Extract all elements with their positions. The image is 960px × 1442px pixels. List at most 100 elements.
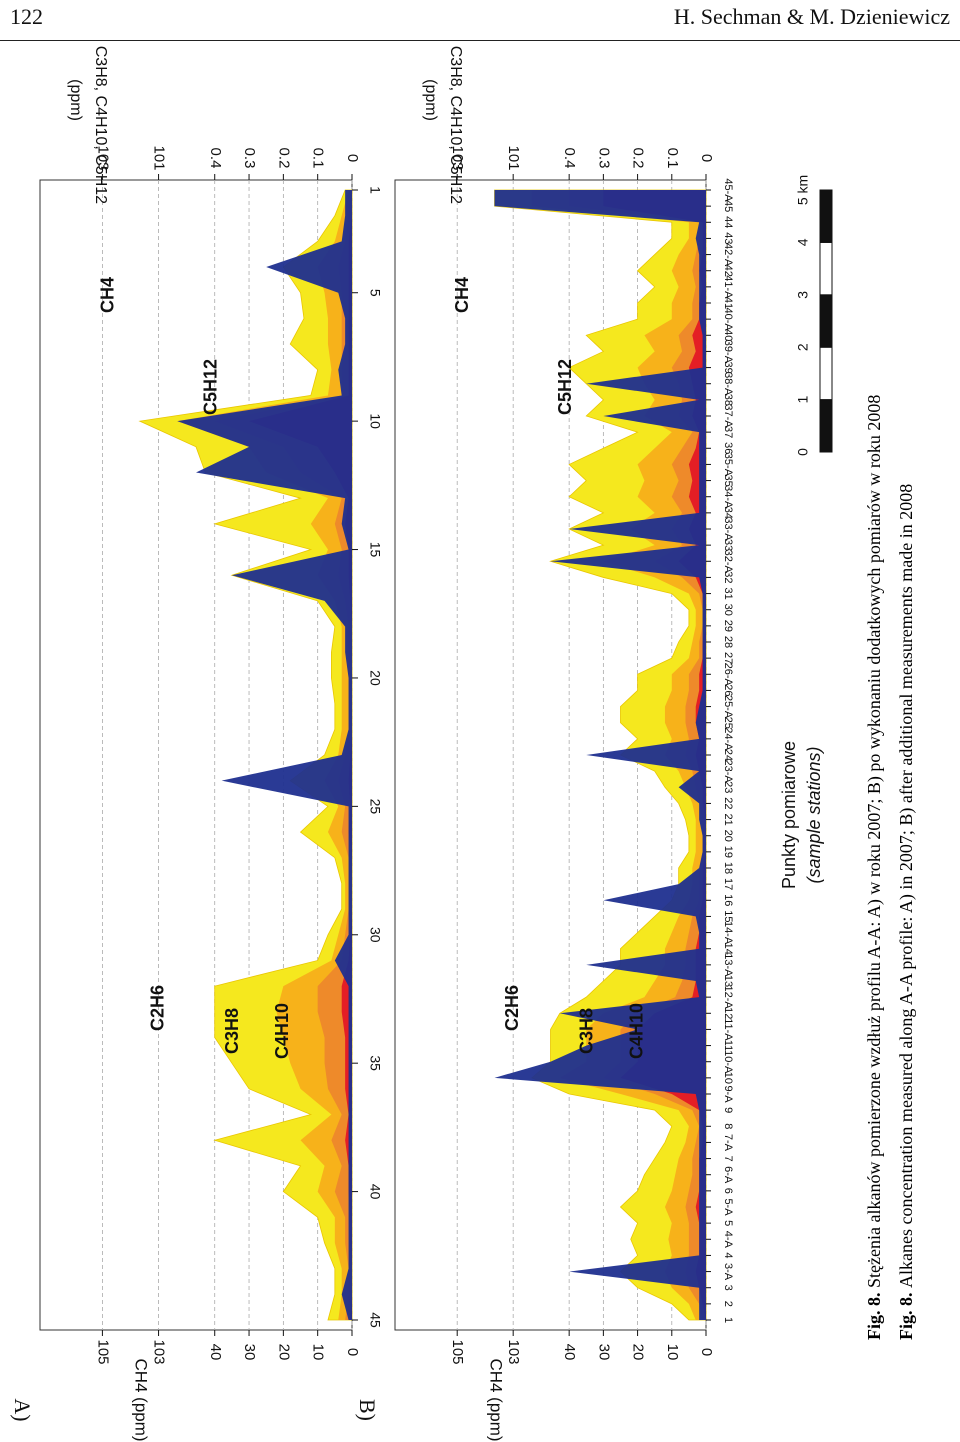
x-tick-label: 20 xyxy=(367,670,383,686)
scale-bar-label: 3 xyxy=(795,291,811,299)
x-tick-label: 45 xyxy=(722,200,734,212)
x-tick-label: 26 xyxy=(722,684,734,696)
x-tick-label: 42 xyxy=(722,265,734,277)
x-tick-label: 33-A xyxy=(722,517,734,541)
c-axis-tick-label: 0.3 xyxy=(241,148,258,169)
x-tick-label: 11 xyxy=(722,1040,734,1051)
x-tick-label: 26-A xyxy=(722,663,734,687)
x-tick-label: 20 xyxy=(722,830,734,842)
ch4-axis-tick-label: 103 xyxy=(505,1339,522,1364)
x-tick-label: 33 xyxy=(722,539,734,551)
ch4-axis-tick-label: 103 xyxy=(151,1339,168,1364)
series-label-ch4: CH4 xyxy=(97,277,117,313)
x-tick-label: 10 xyxy=(722,1072,734,1084)
caption-english-label: Fig. 8. xyxy=(896,1288,916,1340)
x-tick-label: 37-A xyxy=(722,404,734,428)
figure-canvas: 15101520253035404501020304010310500.10.2… xyxy=(10,40,917,1442)
x-tick-label: 12 xyxy=(722,1007,734,1019)
x-tick-label: 44 xyxy=(722,216,734,228)
x-axis-subtitle: (sample stations) xyxy=(804,746,824,883)
x-tick-label: 34-A xyxy=(722,485,734,509)
c-axis-tick-label: 0.4 xyxy=(207,148,224,169)
ch4-axis-title: CH4 (ppm) xyxy=(487,1358,506,1441)
x-tick-label: 7 xyxy=(722,1156,734,1162)
series-label-c4h10: C4H10 xyxy=(626,1003,646,1059)
x-tick-label: 16 xyxy=(722,894,734,906)
scale-bar-segment xyxy=(819,189,833,243)
ch4-axis-tick-label: 30 xyxy=(241,1344,258,1361)
ch4-axis-tick-label: 10 xyxy=(310,1344,327,1361)
x-tick-label: 9 xyxy=(722,1107,734,1113)
scale-bar-segment xyxy=(819,346,833,401)
series-label-c3h8: C3H8 xyxy=(222,1008,242,1054)
x-axis-title: Punkty pomiarowe xyxy=(779,741,799,889)
caption-english: Fig. 8. Alkanes concentration measured a… xyxy=(896,484,917,1340)
series-ch4-area xyxy=(494,190,706,1320)
x-tick-label: 24-A xyxy=(722,727,734,751)
x-tick-label: 45 xyxy=(367,1312,383,1328)
scale-bar-segment xyxy=(819,399,833,453)
x-tick-label: 25-A xyxy=(722,695,734,719)
x-tick-label: 15 xyxy=(722,910,734,922)
x-tick-label: 4-A xyxy=(722,1231,734,1249)
scale-bar-label: 5 km xyxy=(795,175,811,205)
x-tick-label: 3-A xyxy=(722,1263,734,1281)
ch4-axis-tick-label: 40 xyxy=(561,1344,578,1361)
ch4-axis-tick-label: 0 xyxy=(344,1348,361,1356)
series-label-c5h12: C5H12 xyxy=(200,359,220,415)
caption-polish-text: Stężenia alkanów pomierzone wzdłuż profi… xyxy=(864,395,885,1288)
x-tick-label: 31 xyxy=(722,587,734,599)
x-tick-label: 34 xyxy=(722,507,734,519)
scale-bar-segment xyxy=(819,241,833,296)
x-tick-label: 13-A xyxy=(722,953,734,977)
series-label-c2h6: C2H6 xyxy=(502,985,522,1031)
x-tick-label: 14-A xyxy=(722,921,734,945)
c-axis-tick-label: 0.2 xyxy=(630,148,647,169)
x-tick-label: 6-A xyxy=(722,1166,734,1184)
x-tick-label: 1 xyxy=(722,1317,734,1323)
x-tick-label: 35-A xyxy=(722,453,734,477)
x-tick-label: 17 xyxy=(722,878,734,890)
x-tick-label: 5-A xyxy=(722,1198,734,1216)
c-axis-title: C2H6, C3H8, C4H10, C5H12 xyxy=(92,40,109,204)
c-axis-tick-label: 101 xyxy=(151,145,168,170)
panel-label: B) xyxy=(355,1399,380,1421)
x-tick-label: 12-A xyxy=(722,986,734,1010)
x-tick-label: 32 xyxy=(722,571,734,583)
x-tick-label: 8 xyxy=(722,1123,734,1129)
c-axis-tick-label: 0.1 xyxy=(310,148,327,169)
x-tick-label: 22 xyxy=(722,797,734,809)
x-tick-label: 30 xyxy=(367,927,383,943)
chart-panel-a: 15101520253035404501020304010310500.10.2… xyxy=(10,40,383,1442)
c-axis-tick-label: 0.1 xyxy=(664,148,681,169)
ch4-axis-tick-label: 30 xyxy=(595,1344,612,1361)
series-label-c3h8: C3H8 xyxy=(577,1008,597,1054)
x-tick-label: 32-A xyxy=(722,550,734,574)
x-tick-label: 25 xyxy=(722,717,734,729)
x-tick-label: 15 xyxy=(367,542,383,558)
x-tick-label: 2 xyxy=(722,1301,734,1307)
ch4-axis-title: CH4 (ppm) xyxy=(132,1358,151,1441)
c-axis-unit: (ppm) xyxy=(67,79,84,121)
x-tick-label: 38 xyxy=(722,394,734,406)
x-tick-label: 6 xyxy=(722,1188,734,1194)
x-tick-label: 19 xyxy=(722,846,734,858)
c-axis-tick-label: 103 xyxy=(94,145,111,170)
c-axis-tick-label: 101 xyxy=(505,145,522,170)
ch4-axis-tick-label: 0 xyxy=(698,1348,715,1356)
ch4-axis-tick-label: 20 xyxy=(630,1344,647,1361)
c-axis-tick-label: 0.2 xyxy=(275,148,292,169)
ch4-axis-tick-label: 40 xyxy=(207,1344,224,1361)
panel-label: A) xyxy=(10,1398,35,1421)
x-tick-label: 39-A xyxy=(722,340,734,364)
scale-bar-label: 1 xyxy=(795,395,811,403)
x-tick-label: 41-A xyxy=(722,275,734,299)
x-tick-label: 11-A xyxy=(722,1018,734,1041)
x-tick-label: 1 xyxy=(367,186,383,194)
c-axis-tick-label: 0 xyxy=(344,154,361,162)
x-tick-label: 38-A xyxy=(722,372,734,396)
x-tick-label: 43 xyxy=(722,232,734,244)
ch4-axis-tick-label: 10 xyxy=(664,1344,681,1361)
x-tick-label: 36 xyxy=(722,442,734,454)
x-tick-label: 25 xyxy=(367,799,383,815)
